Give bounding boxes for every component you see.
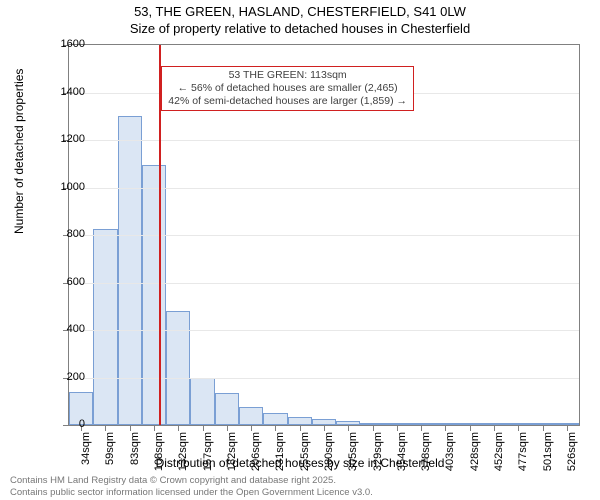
y-tick-label: 1000 bbox=[61, 181, 85, 193]
y-tick-label: 800 bbox=[67, 228, 85, 240]
gridline bbox=[69, 283, 579, 284]
y-tick-label: 1600 bbox=[61, 38, 85, 50]
x-tick-label: 477sqm bbox=[517, 432, 529, 472]
x-tick-label: 83sqm bbox=[129, 432, 141, 472]
x-tick-label: 403sqm bbox=[444, 432, 456, 472]
x-tick bbox=[105, 425, 106, 431]
x-tick-label: 206sqm bbox=[250, 432, 262, 472]
x-tick-label: 501sqm bbox=[542, 432, 554, 472]
x-tick-label: 59sqm bbox=[104, 432, 116, 472]
x-tick-label: 428sqm bbox=[469, 432, 481, 472]
x-tick bbox=[324, 425, 325, 431]
x-tick bbox=[567, 425, 568, 431]
y-tick-label: 200 bbox=[67, 371, 85, 383]
x-tick bbox=[445, 425, 446, 431]
y-tick-label: 600 bbox=[67, 276, 85, 288]
annotation-line2: ← 56% of detached houses are smaller (2,… bbox=[168, 82, 407, 95]
footer-line1: Contains HM Land Registry data © Crown c… bbox=[10, 475, 373, 486]
bar bbox=[142, 165, 166, 425]
chart-title: 53, THE GREEN, HASLAND, CHESTERFIELD, S4… bbox=[0, 0, 600, 38]
y-axis-label: Number of detached properties bbox=[12, 69, 26, 234]
gridline bbox=[69, 188, 579, 189]
x-tick-label: 329sqm bbox=[372, 432, 384, 472]
x-tick bbox=[348, 425, 349, 431]
x-tick-label: 231sqm bbox=[274, 432, 286, 472]
x-tick bbox=[397, 425, 398, 431]
title-line2: Size of property relative to detached ho… bbox=[0, 21, 600, 38]
y-tick-label: 1200 bbox=[61, 133, 85, 145]
bar bbox=[93, 229, 117, 425]
x-tick bbox=[421, 425, 422, 431]
x-tick-label: 182sqm bbox=[226, 432, 238, 472]
gridline bbox=[69, 235, 579, 236]
x-tick bbox=[154, 425, 155, 431]
x-tick-label: 157sqm bbox=[202, 432, 214, 472]
x-tick-label: 452sqm bbox=[493, 432, 505, 472]
x-tick bbox=[178, 425, 179, 431]
x-tick-label: 378sqm bbox=[420, 432, 432, 472]
annotation-line1: 53 THE GREEN: 113sqm bbox=[168, 69, 407, 82]
x-tick-label: 132sqm bbox=[177, 432, 189, 472]
annotation-box: 53 THE GREEN: 113sqm← 56% of detached ho… bbox=[161, 66, 414, 111]
x-tick bbox=[470, 425, 471, 431]
annotation-line3: 42% of semi-detached houses are larger (… bbox=[168, 95, 407, 108]
x-tick bbox=[227, 425, 228, 431]
x-tick bbox=[518, 425, 519, 431]
gridline bbox=[69, 330, 579, 331]
footer-line2: Contains public sector information licen… bbox=[10, 487, 373, 498]
gridline bbox=[69, 378, 579, 379]
bar bbox=[166, 311, 190, 425]
y-tick-label: 1400 bbox=[61, 86, 85, 98]
x-tick-label: 255sqm bbox=[299, 432, 311, 472]
x-tick-label: 34sqm bbox=[80, 432, 92, 472]
bar bbox=[190, 378, 214, 426]
bar bbox=[288, 417, 312, 425]
x-tick bbox=[203, 425, 204, 431]
x-tick-label: 305sqm bbox=[347, 432, 359, 472]
x-tick bbox=[373, 425, 374, 431]
plot-area: 53 THE GREEN: 113sqm← 56% of detached ho… bbox=[68, 44, 580, 426]
gridline bbox=[69, 140, 579, 141]
x-tick bbox=[300, 425, 301, 431]
x-tick bbox=[251, 425, 252, 431]
bar bbox=[263, 413, 287, 425]
bar bbox=[118, 116, 142, 425]
x-tick-label: 526sqm bbox=[566, 432, 578, 472]
bar bbox=[239, 407, 263, 425]
footer-attribution: Contains HM Land Registry data © Crown c… bbox=[10, 475, 373, 498]
y-tick bbox=[63, 425, 69, 426]
x-tick-label: 280sqm bbox=[323, 432, 335, 472]
x-tick bbox=[543, 425, 544, 431]
x-tick bbox=[130, 425, 131, 431]
chart-container: 53, THE GREEN, HASLAND, CHESTERFIELD, S4… bbox=[0, 0, 600, 500]
x-tick bbox=[275, 425, 276, 431]
y-tick-label: 400 bbox=[67, 323, 85, 335]
x-tick bbox=[494, 425, 495, 431]
y-tick-label: 0 bbox=[79, 418, 85, 430]
x-tick-label: 108sqm bbox=[153, 432, 165, 472]
title-line1: 53, THE GREEN, HASLAND, CHESTERFIELD, S4… bbox=[0, 4, 600, 21]
bar bbox=[215, 393, 239, 425]
x-tick-label: 354sqm bbox=[396, 432, 408, 472]
